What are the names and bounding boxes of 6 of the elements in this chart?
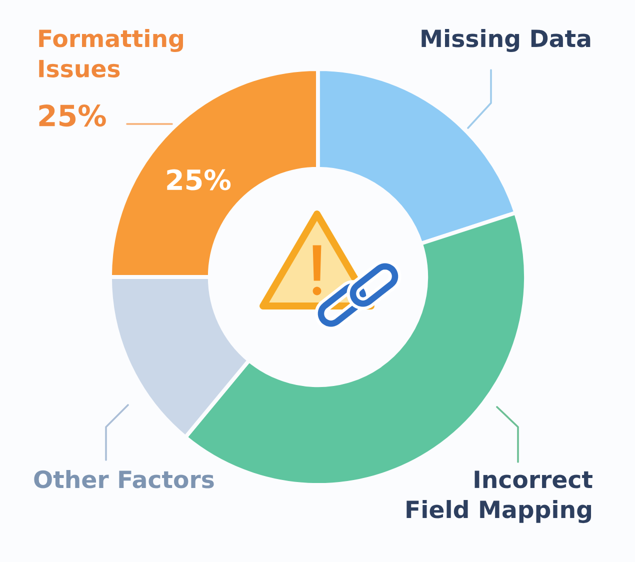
slice-label: Other Factors (34, 470, 214, 488)
text: 25% (39, 104, 106, 127)
slice-label: Missing Data (422, 29, 590, 52)
slice-label: Formatting Issues (39, 29, 183, 78)
slice-label: Incorrect Field Mapping (406, 470, 592, 524)
data-label: 25% (167, 169, 231, 190)
